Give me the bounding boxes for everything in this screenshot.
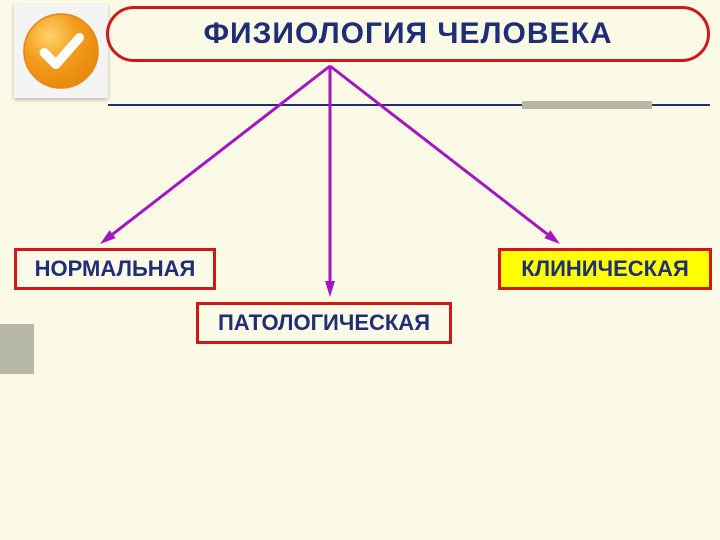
branch-box-pathological: ПАТОЛОГИЧЕСКАЯ <box>196 302 452 344</box>
branch-label-pathological: ПАТОЛОГИЧЕСКАЯ <box>218 310 430 336</box>
branch-label-clinical: КЛИНИЧЕСКАЯ <box>521 256 689 282</box>
slide-canvas: ФИЗИОЛОГИЯ ЧЕЛОВЕКА НОРМАЛЬНАЯ ПАТОЛОГИЧ… <box>0 0 720 540</box>
branch-label-normal: НОРМАЛЬНАЯ <box>35 256 196 282</box>
branch-box-normal: НОРМАЛЬНАЯ <box>14 248 216 290</box>
branch-box-clinical: КЛИНИЧЕСКАЯ <box>498 248 712 290</box>
